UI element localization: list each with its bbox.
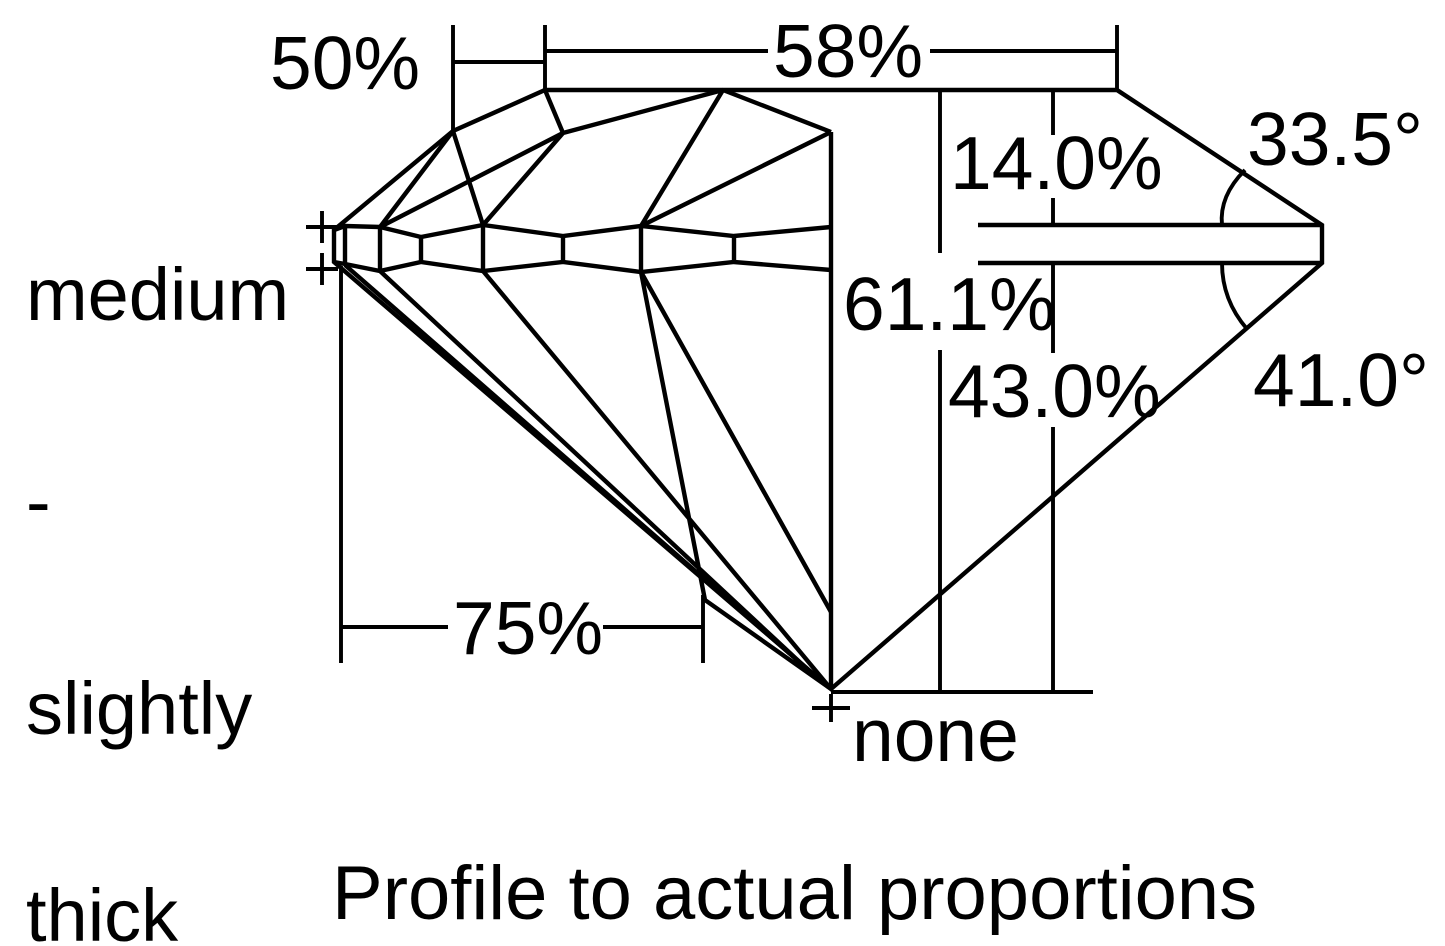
table-size-label: 58% <box>773 9 924 93</box>
crown-angle-arc <box>1219 168 1247 226</box>
dimension-table-size <box>545 25 1119 89</box>
crown-angle-label: 33.5° <box>1247 97 1423 181</box>
star-length-label: 50% <box>270 21 421 105</box>
pavilion-facet-edges <box>343 263 833 691</box>
girdle-bottom-edge <box>333 259 832 275</box>
girdle-line-4: thick <box>26 874 179 946</box>
caption: Profile to actual proportions <box>332 851 1258 936</box>
girdle-top-edge <box>333 222 832 240</box>
girdle-thickness-ticks <box>306 211 338 285</box>
total-depth-label: 61.1% <box>843 262 1056 346</box>
girdle-facet-dividers <box>342 225 737 272</box>
lower-girdle-length-label: 75% <box>453 586 604 670</box>
pavilion-depth-label: 43.0% <box>948 349 1161 433</box>
girdle-line-3: slightly <box>26 667 253 750</box>
girdle-description: medium - slightly thick (faceted) 4.0% <box>26 122 318 946</box>
dimension-lower-girdle <box>339 266 705 663</box>
crown-height-label: 14.0% <box>950 121 1163 205</box>
girdle-right-band <box>978 222 1322 266</box>
pavilion-angle-label: 41.0° <box>1253 338 1429 422</box>
culet-tick <box>812 694 850 722</box>
crown-facet-edges <box>378 87 832 229</box>
girdle-line-1: medium <box>26 253 290 336</box>
girdle-line-2: - <box>26 460 51 543</box>
pavilion-angle-arc <box>1220 262 1249 331</box>
dimension-star-length <box>451 25 547 131</box>
culet-label: none <box>852 693 1019 777</box>
